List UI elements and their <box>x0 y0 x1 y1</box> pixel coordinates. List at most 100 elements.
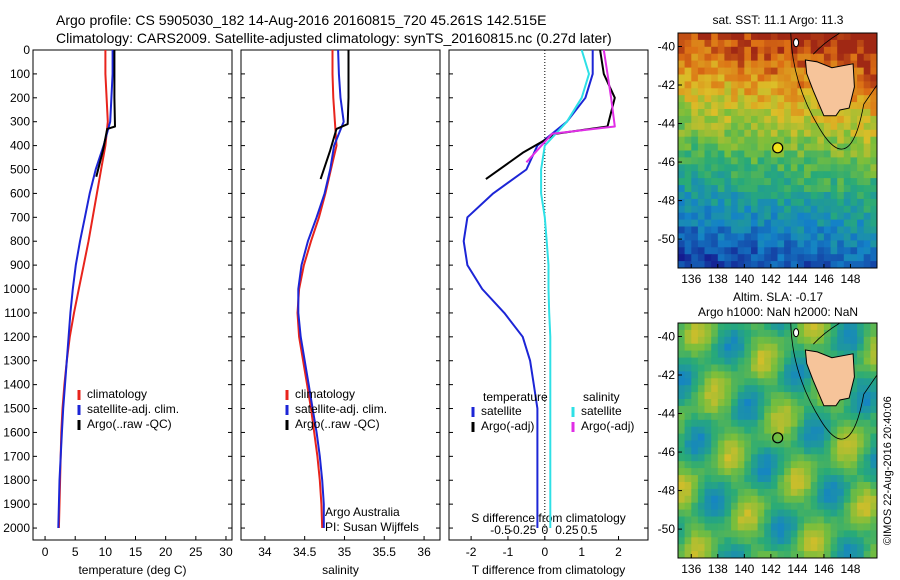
map-cell <box>751 530 759 538</box>
map-cell <box>843 109 851 117</box>
map-cell <box>863 67 871 76</box>
map-cell <box>777 185 785 193</box>
map-cell <box>857 88 865 96</box>
map-cell <box>843 46 851 55</box>
map-cell <box>678 419 686 428</box>
map-cell <box>810 122 818 131</box>
map-cell <box>810 185 818 193</box>
map-cell <box>817 509 825 518</box>
map-cell <box>711 392 719 400</box>
map-cell <box>777 350 785 359</box>
map-cell <box>817 468 825 476</box>
map-cell <box>770 102 779 110</box>
map-cell <box>711 109 719 117</box>
x-tick-label: 34.5 <box>293 545 317 559</box>
map-cell <box>711 233 719 241</box>
map-cell <box>830 150 838 158</box>
map-cell <box>691 364 699 372</box>
map-cell <box>744 447 752 455</box>
map-cell <box>684 405 692 414</box>
map-cell <box>678 329 686 338</box>
map-cell <box>678 219 686 228</box>
map-cell <box>870 392 877 400</box>
map-cell <box>691 482 699 490</box>
map-cell <box>731 136 739 145</box>
map-cell <box>744 178 752 186</box>
map-cell <box>870 405 877 414</box>
map-cell <box>837 219 845 228</box>
map-cell <box>691 157 699 165</box>
map-cell <box>691 88 699 96</box>
depth-tick-label: 1300 <box>3 354 30 368</box>
map-cell <box>757 205 765 214</box>
map-cell <box>678 433 686 442</box>
lat-tick-label: -50 <box>658 232 676 246</box>
map-cell <box>751 178 759 186</box>
map-cell <box>711 178 719 186</box>
map-cell <box>770 164 779 172</box>
map-cell <box>764 530 772 538</box>
map-cell <box>704 336 712 345</box>
map-cell <box>684 323 692 331</box>
map-cell <box>724 502 732 511</box>
map-cell <box>691 247 699 255</box>
map-cell <box>823 212 832 221</box>
lon-tick-label: 140 <box>734 272 754 286</box>
map-cell <box>704 357 712 366</box>
map-cell <box>770 192 779 200</box>
map-cell <box>770 185 779 193</box>
map-cell <box>817 419 825 428</box>
map-cell <box>731 143 739 152</box>
map-cell <box>804 81 812 89</box>
map-cell <box>843 419 851 428</box>
map-cell <box>857 350 865 359</box>
map-cell <box>863 226 871 234</box>
map-cell <box>770 482 779 490</box>
map-cell <box>784 33 792 41</box>
map-cell <box>843 329 851 338</box>
map-cell <box>823 323 832 331</box>
map-cell <box>830 461 838 469</box>
legend-label: satellite <box>581 404 622 418</box>
map-cell <box>744 205 752 214</box>
map-cell <box>711 74 719 82</box>
map-cell <box>784 60 792 69</box>
map-cell <box>724 336 732 345</box>
map-cell <box>843 440 851 448</box>
map-cell <box>790 88 798 96</box>
map-cell <box>731 122 739 131</box>
map-cell <box>757 516 765 524</box>
map-cell <box>770 247 779 255</box>
map-cell <box>684 537 692 545</box>
map-cell <box>810 502 818 511</box>
map-cell <box>843 495 851 504</box>
map-cell <box>744 192 752 200</box>
map-cell <box>850 336 858 345</box>
map-cell <box>830 240 838 248</box>
map-cell <box>757 502 765 511</box>
map-cell <box>764 212 772 221</box>
map-cell <box>790 426 798 435</box>
map-cell <box>790 454 798 462</box>
map-cell <box>757 405 765 414</box>
map-cell <box>744 115 752 124</box>
map-cell <box>804 323 812 331</box>
map-cell <box>784 426 792 435</box>
map-cell <box>691 399 699 407</box>
map-cell <box>744 454 752 462</box>
map-cell <box>737 164 745 172</box>
map-cell <box>691 143 699 152</box>
map-cell <box>850 516 858 524</box>
map-cell <box>777 192 785 200</box>
map-cell <box>784 357 792 366</box>
map-cell <box>751 46 759 55</box>
map-cell <box>843 551 851 558</box>
map-cell <box>784 530 792 538</box>
map-cell <box>784 329 792 338</box>
map-cell <box>857 495 865 504</box>
map-cell <box>724 371 732 379</box>
map-cell <box>823 350 832 359</box>
map-cell <box>744 482 752 490</box>
map-cell <box>678 60 686 69</box>
lon-tick-label: 142 <box>761 272 781 286</box>
